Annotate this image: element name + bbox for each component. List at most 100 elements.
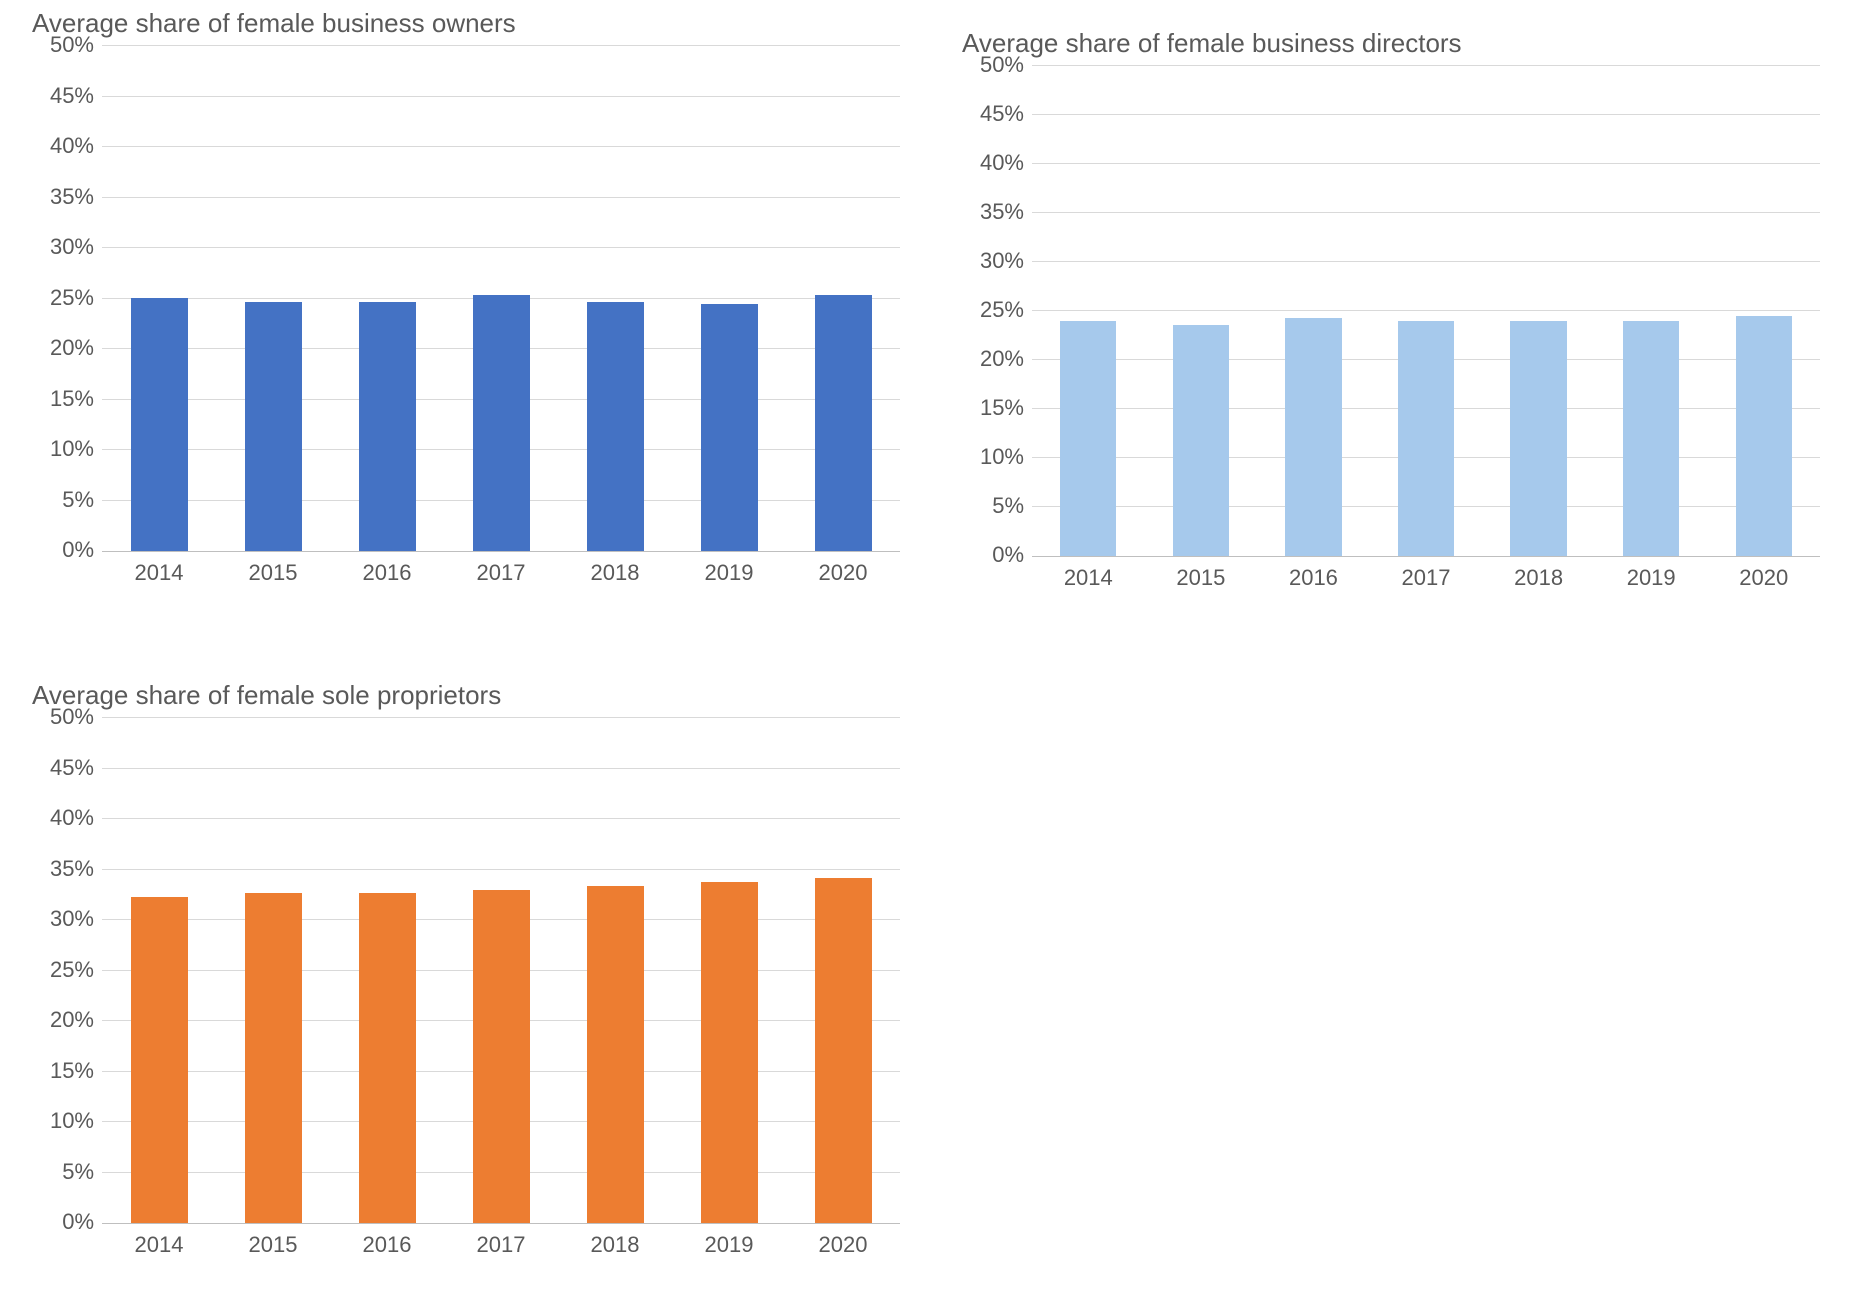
bar-slot (558, 718, 672, 1223)
bar-slot (102, 46, 216, 551)
plot-area (102, 45, 900, 552)
x-tick-label: 2020 (786, 550, 900, 586)
y-tick-label: 40% (50, 805, 94, 831)
y-tick-label: 15% (980, 395, 1024, 421)
y-tick-label: 0% (62, 537, 94, 563)
y-tick-label: 25% (50, 957, 94, 983)
chart-title: Average share of female sole proprietors (32, 680, 900, 711)
bars-container (102, 46, 900, 551)
x-tick-label: 2019 (672, 1222, 786, 1258)
x-tick-label: 2015 (1145, 555, 1258, 591)
bar-slot (672, 718, 786, 1223)
bar (131, 298, 188, 552)
y-tick-label: 30% (980, 248, 1024, 274)
y-tick-label: 50% (980, 52, 1024, 78)
y-tick-label: 50% (50, 32, 94, 58)
chart-box: 0%5%10%15%20%25%30%35%40%45%50%201420152… (30, 45, 900, 596)
y-tick-label: 35% (50, 184, 94, 210)
x-tick-label: 2014 (102, 1222, 216, 1258)
bar-slot (102, 718, 216, 1223)
bar (131, 897, 188, 1223)
bar-slot (1145, 66, 1258, 556)
y-tick-label: 45% (50, 755, 94, 781)
y-tick-label: 40% (50, 133, 94, 159)
bars-container (1032, 66, 1820, 556)
x-tick-label: 2015 (216, 1222, 330, 1258)
x-axis: 2014201520162017201820192020 (102, 1222, 900, 1258)
plot-area (1032, 65, 1820, 557)
x-axis: 2014201520162017201820192020 (1032, 555, 1820, 591)
y-tick-label: 35% (50, 856, 94, 882)
bar (245, 893, 302, 1223)
y-axis: 0%5%10%15%20%25%30%35%40%45%50% (960, 65, 1032, 555)
y-tick-label: 20% (50, 335, 94, 361)
bar (587, 302, 644, 551)
y-tick-label: 0% (62, 1209, 94, 1235)
bar-slot (216, 46, 330, 551)
bar (1060, 321, 1116, 556)
x-tick-label: 2014 (1032, 555, 1145, 591)
bar (359, 302, 416, 551)
bar-slot (1482, 66, 1595, 556)
x-axis: 2014201520162017201820192020 (102, 550, 900, 586)
y-tick-label: 5% (62, 487, 94, 513)
bar (815, 878, 872, 1223)
y-tick-label: 30% (50, 234, 94, 260)
chart-box: 0%5%10%15%20%25%30%35%40%45%50%201420152… (960, 65, 1820, 601)
bar (245, 302, 302, 551)
bars-container (102, 718, 900, 1223)
bar-slot (1370, 66, 1483, 556)
chart-box: 0%5%10%15%20%25%30%35%40%45%50%201420152… (30, 717, 900, 1268)
bar-slot (1595, 66, 1708, 556)
y-tick-label: 10% (50, 436, 94, 462)
x-tick-label: 2016 (1257, 555, 1370, 591)
chart-title: Average share of female business directo… (962, 28, 1820, 59)
y-tick-label: 45% (50, 83, 94, 109)
bar (473, 295, 530, 551)
bar-slot (1257, 66, 1370, 556)
y-tick-label: 40% (980, 150, 1024, 176)
y-tick-label: 25% (980, 297, 1024, 323)
x-tick-label: 2017 (444, 1222, 558, 1258)
bar-slot (330, 46, 444, 551)
x-tick-label: 2020 (786, 1222, 900, 1258)
x-tick-label: 2017 (1370, 555, 1483, 591)
chart-directors: Average share of female business directo… (960, 28, 1820, 601)
bar-slot (672, 46, 786, 551)
bar-slot (330, 718, 444, 1223)
bar (1510, 321, 1566, 556)
bar-slot (1707, 66, 1820, 556)
y-axis: 0%5%10%15%20%25%30%35%40%45%50% (30, 717, 102, 1222)
plot-area (102, 717, 900, 1224)
page-root: Average share of female business owners 0… (0, 0, 1856, 1314)
x-tick-label: 2016 (330, 550, 444, 586)
bar (1623, 321, 1679, 556)
bar (1173, 325, 1229, 556)
y-tick-label: 20% (980, 346, 1024, 372)
y-tick-label: 30% (50, 906, 94, 932)
x-tick-label: 2020 (1707, 555, 1820, 591)
bar-slot (786, 46, 900, 551)
bar (473, 890, 530, 1223)
y-tick-label: 5% (992, 493, 1024, 519)
bar (1398, 321, 1454, 556)
y-tick-label: 20% (50, 1007, 94, 1033)
y-tick-label: 35% (980, 199, 1024, 225)
bar (701, 304, 758, 551)
y-tick-label: 5% (62, 1159, 94, 1185)
y-tick-label: 50% (50, 704, 94, 730)
x-tick-label: 2019 (672, 550, 786, 586)
x-tick-label: 2018 (558, 550, 672, 586)
y-tick-label: 45% (980, 101, 1024, 127)
bar-slot (1032, 66, 1145, 556)
y-tick-label: 0% (992, 542, 1024, 568)
bar (1736, 316, 1792, 556)
x-tick-label: 2015 (216, 550, 330, 586)
bar (1285, 318, 1341, 556)
y-tick-label: 15% (50, 1058, 94, 1084)
y-tick-label: 10% (50, 1108, 94, 1134)
y-tick-label: 10% (980, 444, 1024, 470)
x-tick-label: 2018 (558, 1222, 672, 1258)
y-axis: 0%5%10%15%20%25%30%35%40%45%50% (30, 45, 102, 550)
chart-title: Average share of female business owners (32, 8, 900, 39)
